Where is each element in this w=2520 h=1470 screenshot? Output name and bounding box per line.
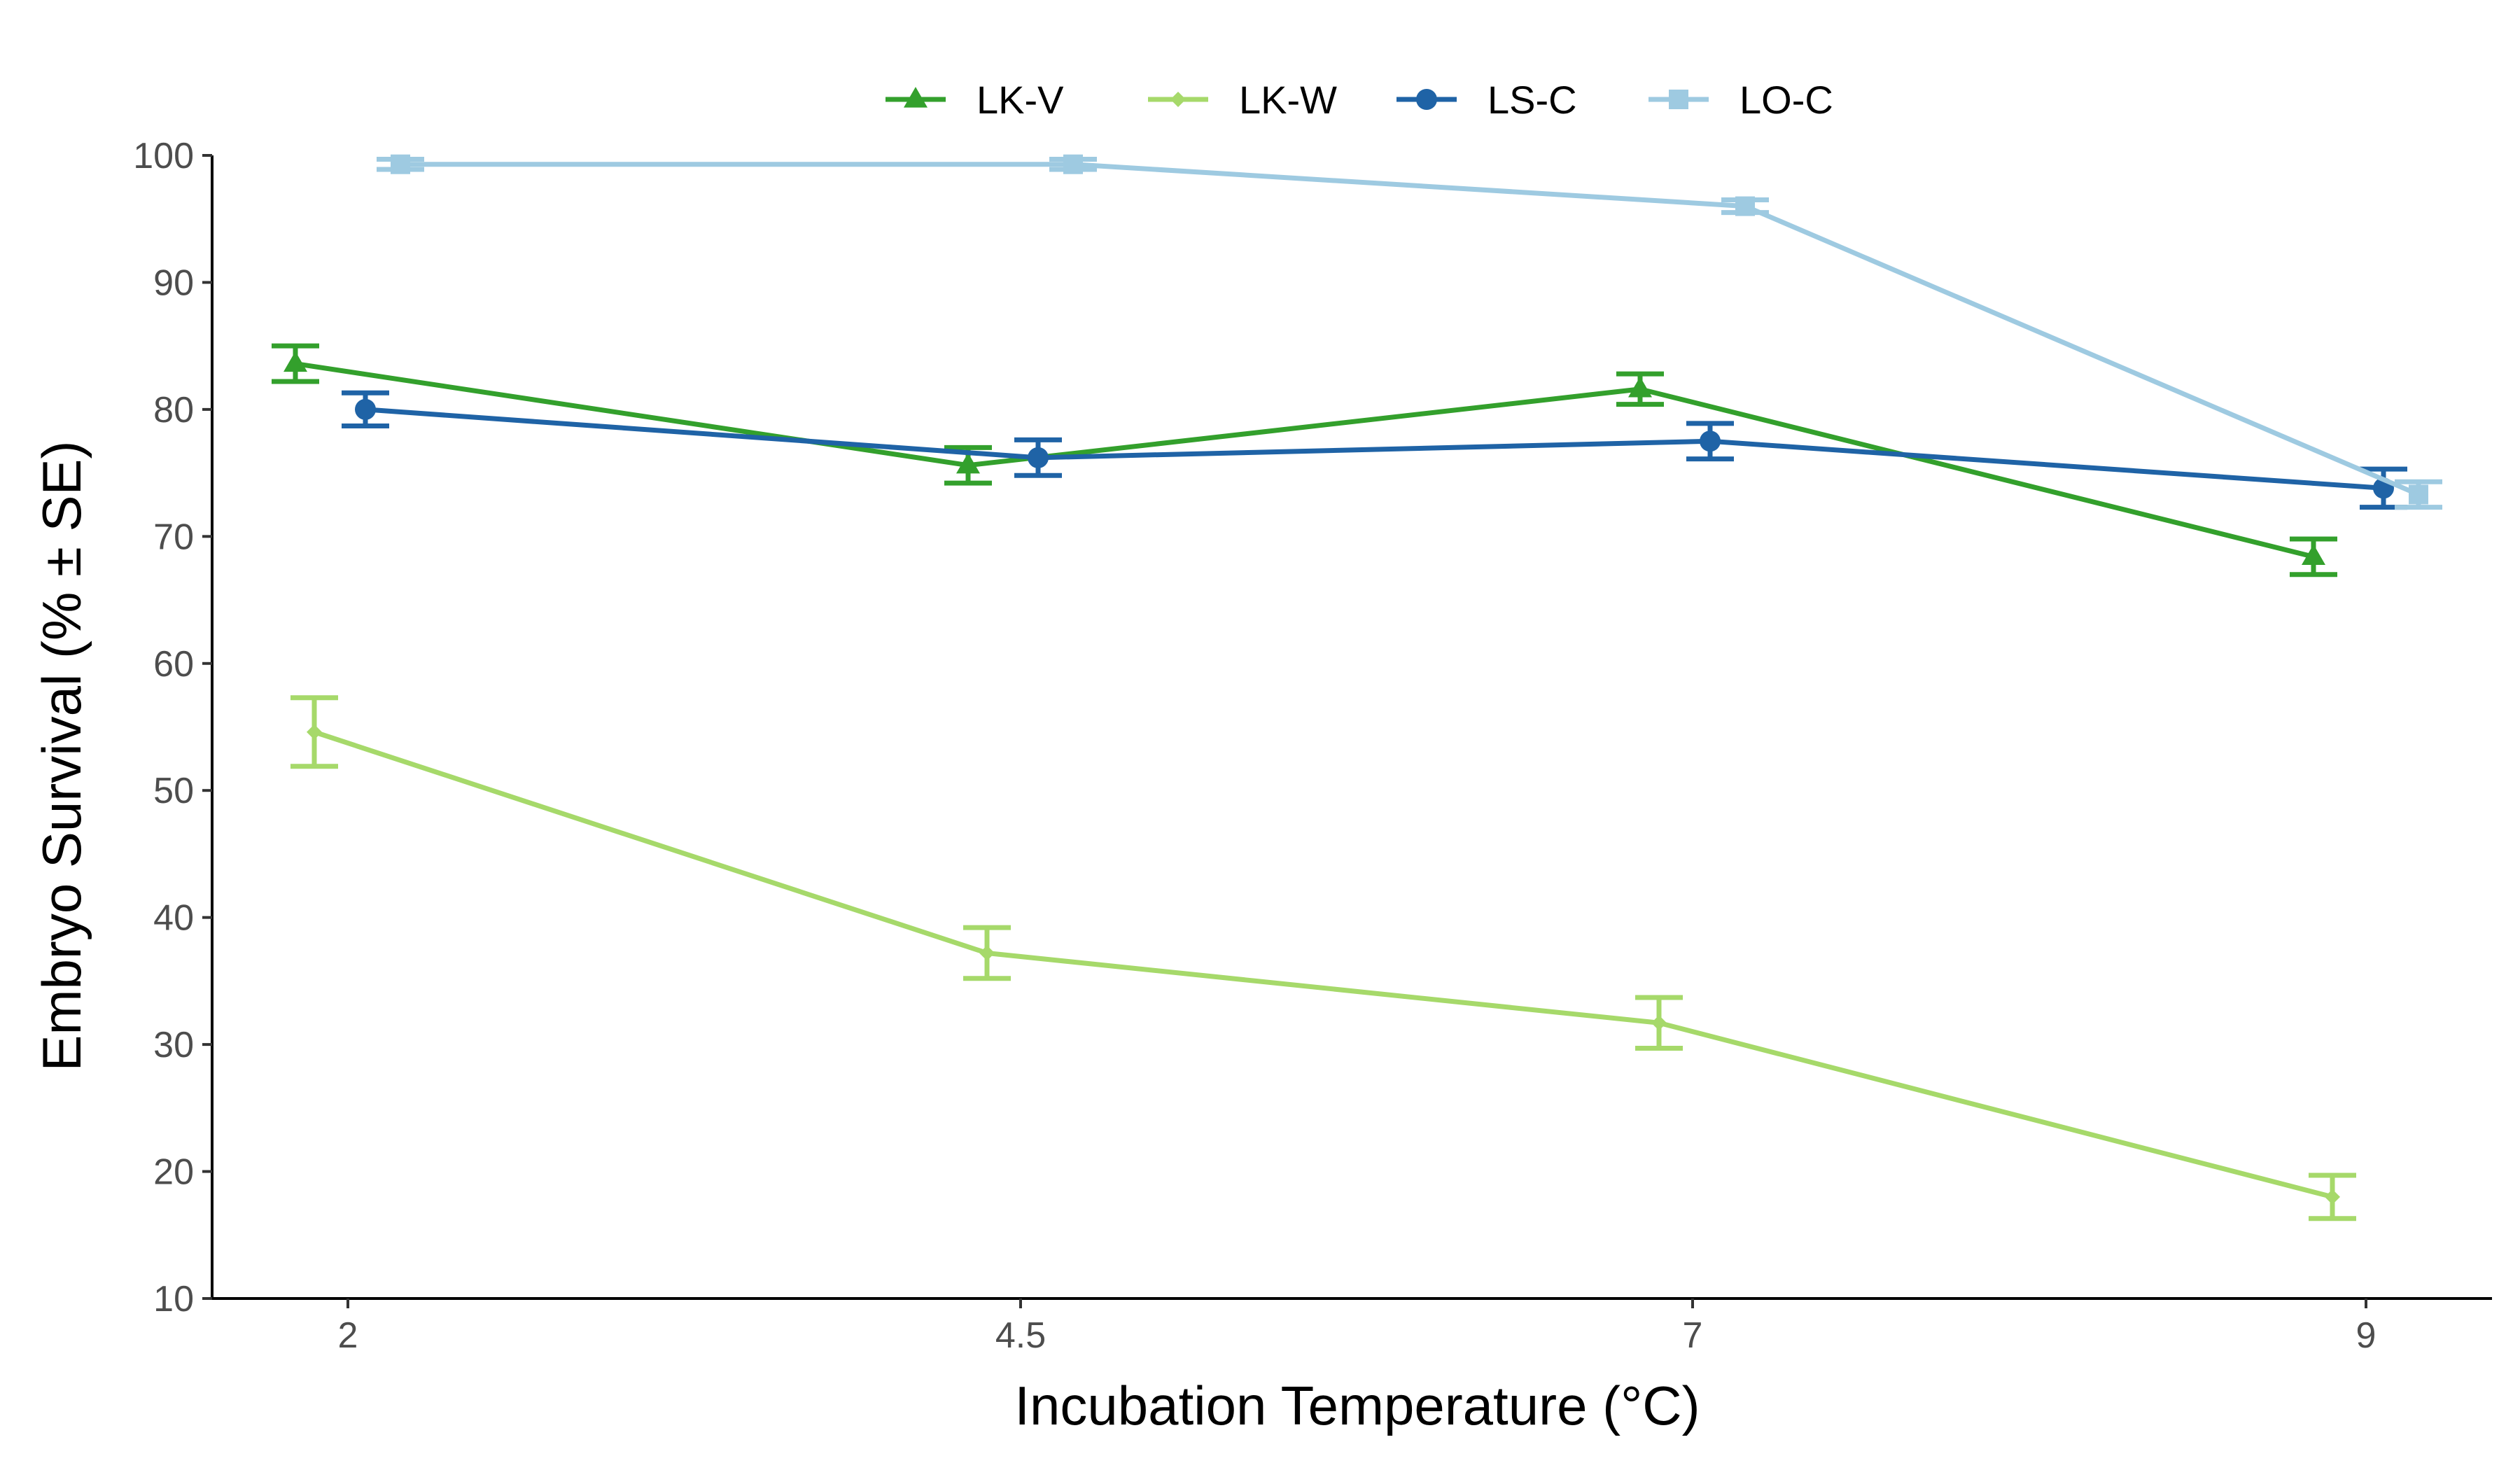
data-point	[307, 724, 322, 740]
y-tick-label: 10	[153, 1279, 194, 1320]
legend-marker	[1669, 90, 1688, 109]
y-tick-label: 90	[153, 262, 194, 303]
data-point	[2302, 544, 2325, 565]
legend: LK-V LK-W LS-C LO-C	[886, 78, 1833, 122]
axes: 10 20 30 40 50 60 70 80 90 100 2 4.5 7 9	[133, 136, 2492, 1356]
data-point	[1628, 377, 1652, 398]
y-tick-label: 30	[153, 1025, 194, 1065]
legend-item-lk-v: LK-V	[886, 78, 1064, 122]
y-tick-label: 100	[133, 136, 194, 176]
legend-item-ls-c: LS-C	[1396, 78, 1577, 122]
series-lk-v	[272, 343, 2337, 578]
x-axis-title: Incubation Temperature (°C)	[1014, 1375, 1700, 1436]
y-axis-title: Embryo Survival (% ± SE)	[31, 441, 92, 1072]
y-tick-label: 50	[153, 771, 194, 811]
y-tick-label: 20	[153, 1152, 194, 1193]
legend-marker	[1416, 89, 1437, 110]
legend-label: LS-C	[1488, 78, 1577, 122]
data-point	[355, 398, 376, 420]
legend-marker	[1170, 92, 1186, 107]
legend-marker	[904, 87, 927, 108]
series-lk-w	[290, 695, 2356, 1222]
x-tick-label: 4.5	[995, 1315, 1046, 1356]
series-lo-c	[377, 154, 2442, 510]
data-point	[1700, 430, 1721, 452]
series-line	[365, 407, 2384, 491]
legend-item-lo-c: LO-C	[1648, 78, 1833, 122]
y-tick-label: 80	[153, 390, 194, 430]
x-tick-label: 7	[1683, 1315, 1703, 1356]
x-tick-label: 9	[2356, 1315, 2376, 1356]
legend-label: LK-W	[1239, 78, 1337, 122]
y-tick-label: 70	[153, 517, 194, 557]
data-point	[1028, 447, 1049, 468]
data-point	[1651, 1015, 1667, 1031]
data-point	[1063, 154, 1083, 174]
data-point	[956, 452, 980, 474]
series-line	[313, 729, 2333, 1200]
series-line	[400, 162, 2420, 497]
series-layer	[272, 154, 2442, 1222]
series-ls-c	[342, 390, 2407, 510]
x-tick-label: 2	[338, 1315, 358, 1356]
legend-label: LO-C	[1740, 78, 1833, 122]
legend-label: LK-V	[976, 78, 1064, 122]
data-point	[1735, 196, 1755, 216]
legend-item-lk-w: LK-W	[1148, 78, 1337, 122]
series-line	[295, 361, 2314, 559]
data-point	[391, 154, 410, 174]
y-tick-label: 40	[153, 898, 194, 939]
data-point	[2409, 484, 2428, 505]
y-tick-label: 60	[153, 644, 194, 685]
data-point	[979, 945, 995, 961]
data-point	[2325, 1189, 2340, 1205]
data-point	[284, 351, 307, 372]
